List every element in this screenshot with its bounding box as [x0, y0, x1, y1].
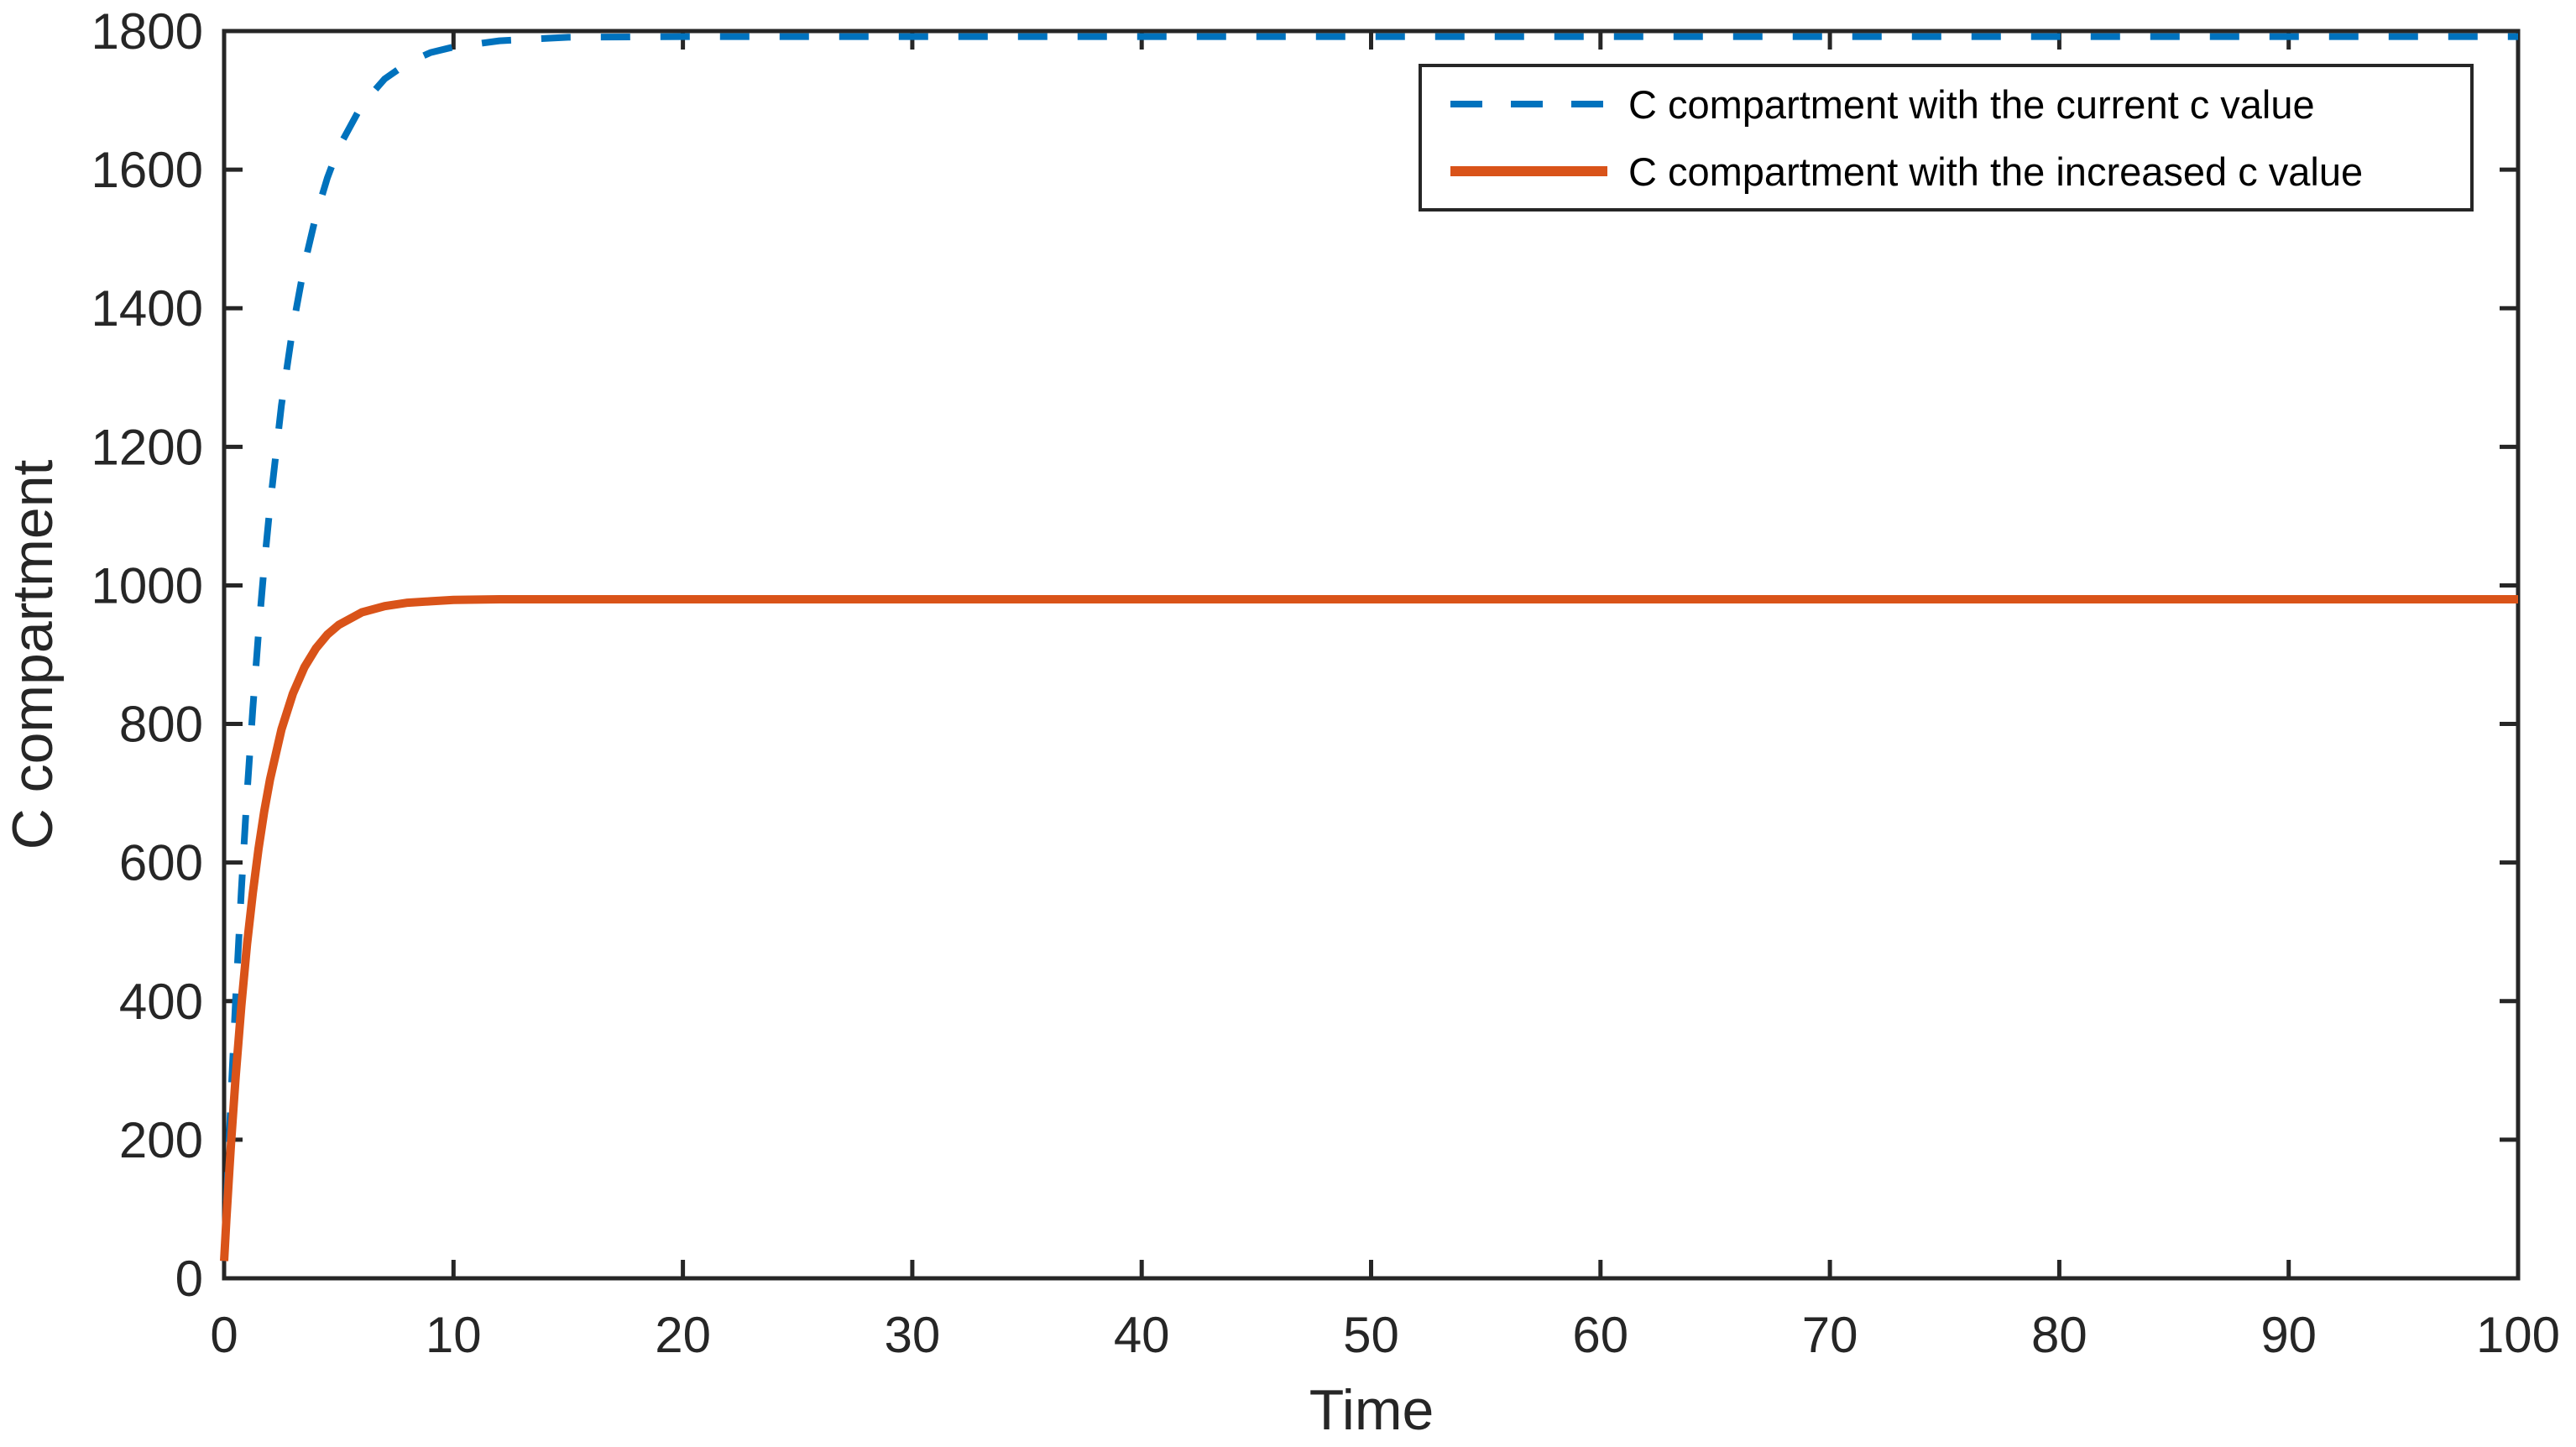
- y-tick-label: 1200: [91, 419, 203, 475]
- y-tick-label: 400: [119, 974, 203, 1030]
- x-tick-label: 10: [426, 1307, 482, 1363]
- y-tick-label: 0: [175, 1251, 203, 1307]
- legend-label-increased: C compartment with the increased c value: [1628, 149, 2363, 194]
- plot-frame: [222, 29, 2521, 1281]
- x-tick-label: 80: [2031, 1307, 2087, 1363]
- x-tick-label: 70: [1802, 1307, 1858, 1363]
- x-tick-label: 90: [2260, 1307, 2317, 1363]
- y-tick-label: 1000: [91, 557, 203, 614]
- y-tick-label: 1600: [91, 142, 203, 198]
- x-tick-label: 20: [655, 1307, 711, 1363]
- series-line-increased: [220, 595, 2518, 1262]
- y-tick-label: 1800: [91, 3, 203, 60]
- x-tick-label: 30: [885, 1307, 941, 1363]
- series-line-current: [221, 33, 2518, 1262]
- legend: C compartment with the current c value C…: [1419, 64, 2474, 212]
- y-tick-label: 200: [119, 1112, 203, 1168]
- y-axis-label: C compartment: [1, 459, 65, 849]
- x-tick-label: 60: [1572, 1307, 1628, 1363]
- legend-box: [1419, 64, 2474, 212]
- y-tick-label: 600: [119, 835, 203, 891]
- x-tick-label: 50: [1343, 1307, 1399, 1363]
- x-tick-label: 100: [2476, 1307, 2560, 1363]
- plot-layer: 0 10 20 30 40 50 60 70 80 90 100020040060080010001…: [91, 3, 2561, 1363]
- legend-label-current: C compartment with the current c value: [1628, 82, 2315, 127]
- y-tick-label: 800: [119, 697, 203, 753]
- x-axis-label: Time: [1309, 1378, 1434, 1442]
- y-tick-label: 1400: [91, 280, 203, 337]
- x-tick-label: 0: [210, 1307, 238, 1363]
- x-tick-label: 40: [1114, 1307, 1170, 1363]
